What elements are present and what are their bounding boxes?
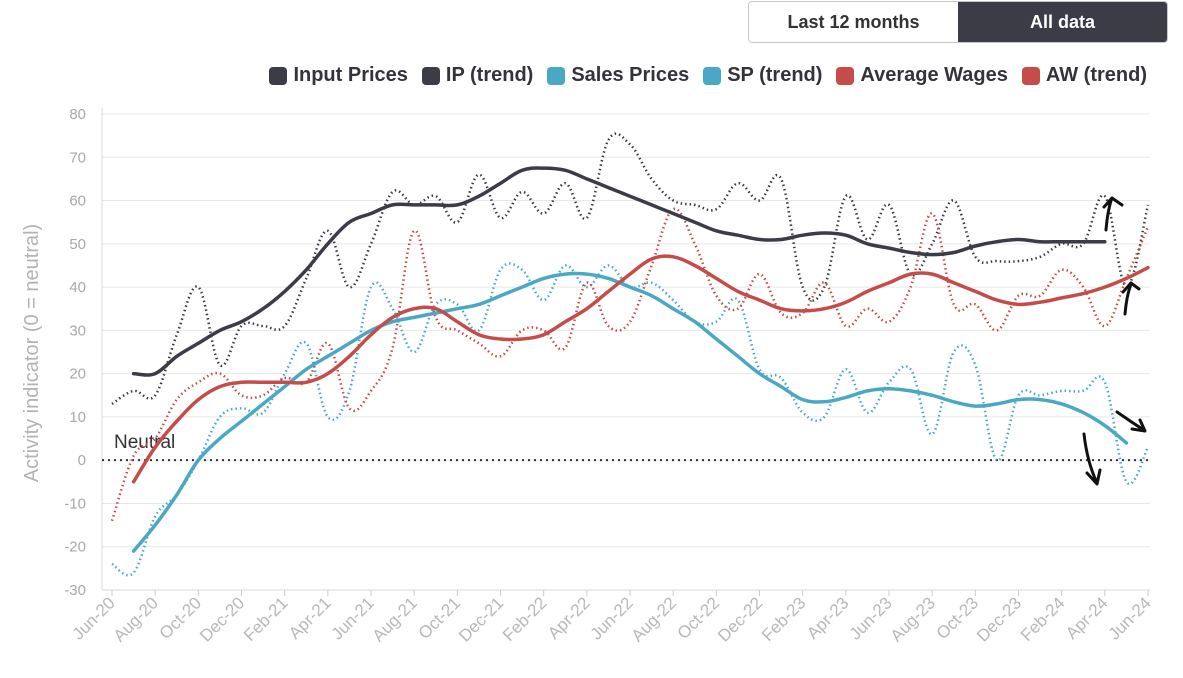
y-tick-label: 60 xyxy=(69,193,86,210)
legend-item-sp-trend[interactable]: SP (trend) xyxy=(703,64,822,87)
legend-item-ip-trend[interactable]: IP (trend) xyxy=(421,64,534,87)
series-line-aw-trend xyxy=(131,254,1150,484)
x-axis-ticks: Jun-20Aug-20Oct-20Dec-20Feb-21Apr-21Jun-… xyxy=(69,590,1155,646)
legend-swatch xyxy=(547,66,566,85)
x-tick-label: Aug-22 xyxy=(628,593,680,645)
x-tick-label: Apr-21 xyxy=(285,593,335,643)
x-tick-label: Dec-20 xyxy=(196,593,248,645)
series-line-ip-trend xyxy=(131,166,1107,377)
x-tick-label: Aug-20 xyxy=(110,593,162,645)
x-tick-label: Feb-23 xyxy=(758,593,810,645)
x-tick-label: Oct-21 xyxy=(415,593,465,643)
x-tick-label: Apr-23 xyxy=(803,593,853,643)
x-tick-label: Jun-22 xyxy=(587,593,637,643)
up-arrow-ip-head xyxy=(1102,196,1124,209)
legend-swatch xyxy=(269,66,288,85)
down-arrow-sp-head xyxy=(1085,468,1102,486)
x-tick-label: Aug-21 xyxy=(369,593,421,645)
series-line-average-wages xyxy=(110,207,1150,522)
legend-swatch xyxy=(836,66,855,85)
legend-label: Input Prices xyxy=(293,64,408,86)
gridlines xyxy=(101,108,1150,591)
legend-item-aw-trend[interactable]: AW (trend) xyxy=(1021,64,1147,87)
legend-swatch xyxy=(703,66,722,85)
y-tick-label: -30 xyxy=(64,582,86,599)
y-tick-label: 40 xyxy=(69,279,86,296)
up-arrow-aw-head xyxy=(1121,281,1141,294)
legend-item-input-prices[interactable]: Input Prices xyxy=(269,64,408,87)
down-arrow-sp-right-head xyxy=(1130,418,1147,433)
legend-swatch xyxy=(421,66,440,85)
x-tick-label: Feb-22 xyxy=(499,593,551,645)
chart-legend: Input Prices IP (trend) Sales Prices SP … xyxy=(269,64,1147,87)
y-tick-label: 10 xyxy=(69,409,86,426)
y-tick-label: 30 xyxy=(69,322,86,339)
x-tick-label: Jun-20 xyxy=(69,593,119,643)
series-line-sales-prices xyxy=(111,262,1150,577)
y-tick-label: 20 xyxy=(69,366,86,383)
down-arrow-sp xyxy=(1082,432,1099,485)
y-tick-label: -20 xyxy=(64,539,86,556)
x-tick-label: Jun-24 xyxy=(1105,593,1155,643)
legend-item-sales-prices[interactable]: Sales Prices xyxy=(547,64,689,87)
x-tick-label: Dec-21 xyxy=(455,593,507,645)
x-tick-label: Dec-22 xyxy=(714,593,766,645)
x-tick-label: Apr-24 xyxy=(1062,593,1112,643)
y-axis-ticks: 80 70 60 50 40 30 20 10 0 -10 -20 -30 xyxy=(64,106,86,599)
legend-label: Sales Prices xyxy=(571,64,690,86)
y-tick-label: 50 xyxy=(69,236,86,253)
y-tick-label: 70 xyxy=(69,149,86,166)
last-12-months-button[interactable]: Last 12 months xyxy=(749,2,958,42)
legend-swatch xyxy=(1021,66,1040,85)
x-tick-label: Aug-23 xyxy=(887,593,939,645)
series-group xyxy=(110,132,1150,577)
y-tick-label: 80 xyxy=(69,106,86,123)
series-line-input-prices xyxy=(111,132,1150,405)
x-tick-label: Jun-23 xyxy=(846,593,896,643)
y-tick-label: -10 xyxy=(64,495,86,512)
down-arrow-sp-right xyxy=(1115,410,1146,432)
annotation-arrows xyxy=(1082,196,1147,486)
y-tick-label: 0 xyxy=(78,452,86,469)
legend-label: IP (trend) xyxy=(445,64,534,86)
up-arrow-aw xyxy=(1123,282,1133,316)
legend-item-average-wages[interactable]: Average Wages xyxy=(836,64,1008,87)
x-tick-label: Apr-22 xyxy=(544,593,594,643)
x-tick-label: Oct-23 xyxy=(933,593,983,643)
x-tick-label: Jun-21 xyxy=(328,593,378,643)
neutral-label: Neutral xyxy=(114,432,175,453)
time-range-toggle: Last 12 months All data xyxy=(748,1,1168,43)
x-tick-label: Feb-24 xyxy=(1017,593,1069,645)
all-data-button[interactable]: All data xyxy=(958,2,1167,42)
x-tick-label: Oct-22 xyxy=(674,593,724,643)
legend-label: SP (trend) xyxy=(727,64,823,86)
x-tick-label: Oct-20 xyxy=(156,593,206,643)
legend-label: AW (trend) xyxy=(1045,64,1147,86)
legend-label: Average Wages xyxy=(860,64,1008,86)
x-tick-label: Dec-23 xyxy=(973,593,1025,645)
x-tick-label: Feb-21 xyxy=(240,593,292,645)
series-line-sp-trend xyxy=(131,271,1129,553)
y-axis-label: Activity indicator (0 = neutral) xyxy=(21,224,43,482)
